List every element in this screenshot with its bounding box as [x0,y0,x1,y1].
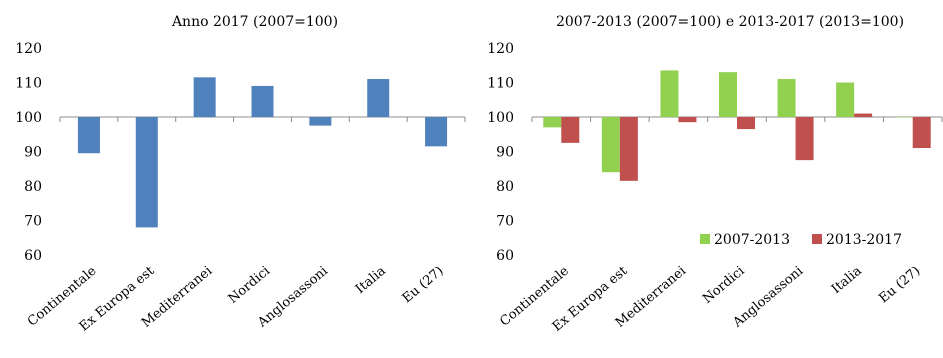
bar-nordici [251,85,274,117]
category-label: Eu (27) [400,264,447,307]
bar-nordici-2007-2013 [719,72,737,117]
legend-label: 2013-2017 [826,232,902,248]
bar-nordici-2013-2017 [737,117,755,130]
bar-anglosassoni-2007-2013 [777,79,796,117]
y-tick-label: 120 [487,41,514,57]
chart-title: 2007-2013 (2007=100) e 2013-2017 (2013=1… [556,14,904,30]
bar-continentale-2007-2013 [543,117,562,128]
y-tick-label: 100 [487,110,514,126]
bar-anglosassoni [309,117,332,126]
y-tick-label: 110 [15,76,42,92]
legend-swatch [700,234,710,244]
legend-swatch [812,234,822,244]
y-tick-label: 60 [24,248,42,264]
bar-mediterranei-2007-2013 [660,70,679,117]
bar-anglosassoni-2013-2017 [795,117,814,161]
y-tick-label: 100 [15,110,42,126]
bar-italia [367,79,390,117]
y-tick-label: 70 [496,214,514,230]
y-tick-label: 120 [15,41,42,57]
category-label: Italia [829,263,865,297]
y-tick-label: 60 [496,248,514,264]
y-tick-label: 80 [24,179,42,195]
y-tick-label: 70 [24,214,42,230]
bar-mediterranei-2013-2017 [678,117,697,123]
y-tick-label: 110 [487,76,514,92]
chart-2007-2013-2013-2017: 2007-2013 (2007=100) e 2013-2017 (2013=1… [487,14,943,335]
category-label: Nordici [226,264,273,307]
y-tick-label: 80 [496,179,514,195]
y-tick-label: 90 [24,145,42,161]
bar-italia-2007-2013 [836,82,855,117]
chart-title: Anno 2017 (2007=100) [171,14,338,30]
category-label: Italia [353,263,389,297]
chart-anno-2017: Anno 2017 (2007=100)60708090100110120Con… [15,14,466,335]
category-label: Nordici [700,264,747,307]
bar-continentale [77,117,100,154]
legend-label: 2007-2013 [714,232,790,248]
bar-eu-27-2013-2017 [912,117,931,149]
y-tick-label: 90 [496,145,514,161]
bar-eu-27-2007-2013 [894,117,913,118]
bar-ex-europa-est-2007-2013 [601,117,620,173]
bar-continentale-2013-2017 [561,117,580,143]
bar-mediterranei [193,77,216,117]
bar-ex-europa-est-2013-2017 [619,117,638,181]
category-label: Eu (27) [876,264,923,307]
bar-ex-europa-est [135,117,158,228]
bar-eu-27 [425,117,448,147]
bar-italia-2013-2017 [854,113,873,117]
